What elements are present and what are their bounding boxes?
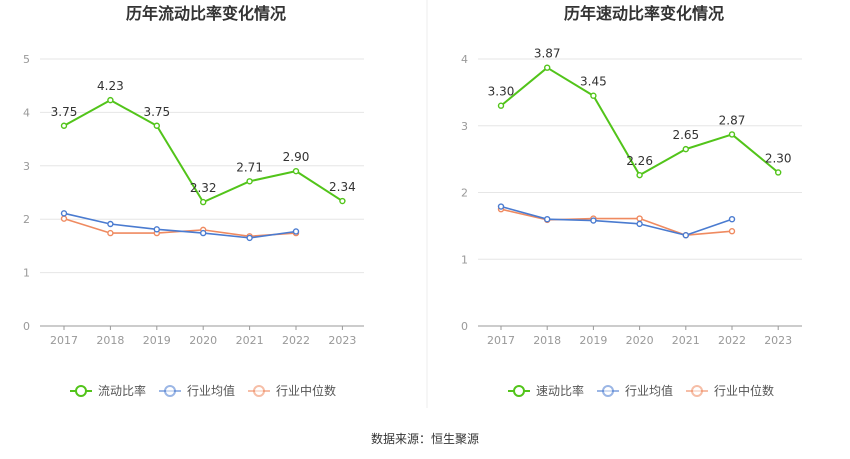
y-tick-label: 1 [461, 253, 468, 266]
data-label: 2.34 [329, 180, 356, 194]
y-tick-label: 2 [23, 213, 30, 226]
data-point-main [153, 122, 161, 129]
x-tick-label: 2020 [189, 334, 217, 347]
data-label: 2.65 [672, 128, 699, 142]
x-tick-label: 2023 [328, 334, 356, 347]
legend-label: 行业中位数 [714, 383, 774, 398]
y-tick-label: 1 [23, 267, 30, 280]
series-line-avg [63, 212, 297, 239]
legend-label: 行业中位数 [276, 383, 336, 398]
x-tick-label: 2018 [96, 334, 124, 347]
x-tick-label: 2023 [764, 334, 792, 347]
data-label: 3.45 [580, 75, 607, 89]
data-point-avg [497, 203, 505, 210]
data-label: 2.30 [765, 151, 792, 165]
data-point-main [728, 131, 736, 138]
data-point-avg [728, 215, 736, 223]
data-point-median [636, 215, 643, 222]
y-tick-label: 5 [23, 53, 30, 66]
data-point-main [60, 122, 68, 129]
data-point-median [107, 229, 114, 237]
x-tick-label: 2017 [487, 334, 515, 347]
x-tick-label: 2022 [718, 334, 746, 347]
data-point-main [636, 171, 643, 179]
y-tick-label: 4 [461, 53, 468, 66]
series-line-median [500, 208, 733, 237]
legend-label: 流动比率 [98, 383, 146, 398]
data-point-main [590, 92, 597, 99]
data-point-main [107, 96, 114, 104]
chart-panel-current-ratio: 历年流动比率变化情况 0 1 2 3 4 5 2017 2018 2019 2020 2021 2022… [23, 4, 364, 398]
chart-panel-quick-ratio: 历年速动比率变化情况 0 1 2 3 4 2017 2018 2019 2020 2021 2022 2… [461, 4, 802, 398]
legend-marker-avg [602, 385, 614, 397]
legend-marker-main [513, 385, 525, 397]
data-point-median [60, 215, 68, 222]
data-point-avg [544, 215, 551, 223]
legend-marker-median [691, 385, 703, 397]
data-point-avg [60, 210, 68, 217]
y-tick-label: 4 [23, 106, 30, 119]
legend-label: 速动比率 [536, 383, 584, 398]
series-line-avg [500, 205, 733, 237]
data-point-main [544, 64, 551, 71]
data-point-main [497, 102, 505, 109]
data-point-avg [107, 220, 114, 228]
data-label: 2.87 [719, 113, 746, 127]
data-point-avg [153, 226, 161, 233]
y-tick-label: 0 [23, 320, 30, 333]
data-point-avg [246, 234, 253, 242]
data-point-main [292, 167, 300, 175]
data-label: 3.75 [143, 105, 170, 119]
data-label: 3.30 [488, 85, 515, 99]
data-source-footer: 数据来源：恒生聚源 [371, 431, 479, 446]
data-point-main [246, 178, 253, 185]
data-point-main [339, 197, 346, 205]
legend-marker-median [253, 385, 265, 397]
y-tick-label: 0 [461, 320, 468, 333]
data-label: 2.32 [190, 181, 217, 195]
y-tick-label: 2 [461, 187, 468, 200]
y-tick-label: 3 [23, 160, 30, 173]
x-tick-label: 2021 [672, 334, 700, 347]
x-tick-label: 2021 [236, 334, 264, 347]
data-point-main [775, 169, 782, 176]
x-tick-label: 2022 [282, 334, 310, 347]
x-tick-label: 2019 [579, 334, 607, 347]
data-label: 3.75 [51, 105, 78, 119]
chart-title: 历年速动比率变化情况 [564, 4, 724, 23]
data-point-main [199, 198, 207, 206]
x-tick-label: 2018 [533, 334, 561, 347]
legend-marker-avg [164, 385, 176, 397]
data-point-avg [636, 220, 643, 228]
data-label: 2.26 [626, 154, 653, 168]
data-point-main [682, 145, 689, 153]
data-point-avg [590, 217, 597, 224]
data-label: 2.71 [236, 160, 263, 174]
data-label: 4.23 [97, 79, 124, 93]
x-tick-label: 2020 [626, 334, 654, 347]
data-point-median [728, 228, 736, 235]
data-point-avg [682, 232, 689, 239]
data-point-avg [199, 229, 207, 237]
legend-label: 行业均值 [187, 383, 235, 398]
data-label: 2.90 [283, 150, 310, 164]
y-tick-label: 3 [461, 120, 468, 133]
x-tick-label: 2019 [143, 334, 171, 347]
legend-marker-main [75, 385, 87, 397]
data-point-avg [292, 228, 300, 235]
data-label: 3.87 [534, 47, 561, 61]
legend-label: 行业均值 [625, 383, 673, 398]
chart-title: 历年流动比率变化情况 [126, 4, 286, 23]
x-tick-label: 2017 [50, 334, 78, 347]
